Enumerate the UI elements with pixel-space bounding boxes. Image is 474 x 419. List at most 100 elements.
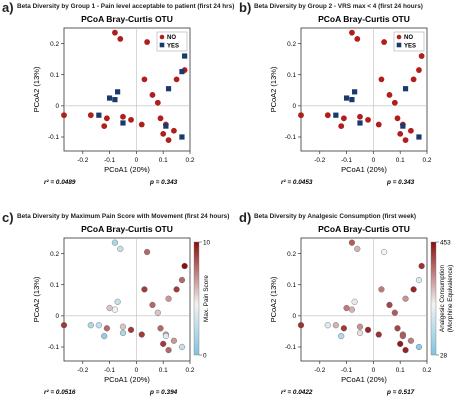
data-point-yes: [402, 86, 409, 92]
x-tick-label: 0.1: [396, 157, 405, 164]
p-value-stat: p = 0.343: [386, 179, 415, 186]
data-point: [106, 304, 113, 312]
data-point-no: [375, 121, 382, 128]
y-tick-label: 0.1: [287, 72, 296, 79]
data-point-no: [386, 92, 393, 98]
data-point-no: [340, 115, 347, 122]
data-point: [157, 325, 164, 332]
data-point: [87, 322, 94, 329]
x-tick-label: -0.1: [104, 367, 115, 374]
p-value-stat: p = 0.394: [149, 389, 178, 396]
data-point: [348, 239, 356, 246]
legend-marker-no: [159, 34, 165, 40]
panel-title: Beta Diversity by Analgesic Consumption …: [254, 213, 417, 220]
data-point: [378, 286, 385, 293]
data-point: [415, 276, 423, 284]
legend-marker-no: [396, 34, 402, 40]
data-point-no: [157, 115, 164, 122]
data-point: [397, 340, 404, 347]
data-point: [402, 347, 409, 354]
x-tick-label: -0.1: [341, 367, 352, 374]
colorbar-min-label: 28: [440, 353, 448, 360]
data-point-yes: [333, 112, 339, 118]
scatter-chart: PCoA Bray-Curtis OTU -0.2 -0.1 0 0.1 0.2 -0.1 0…: [269, 224, 454, 396]
panel-title: Beta Diversity by Group 1 - Pain level a…: [17, 3, 235, 10]
legend-box: [393, 31, 425, 52]
panel-label: d): [239, 210, 252, 225]
r-squared-stat: r² = 0.0422: [281, 389, 313, 396]
x-tick-label: 0.2: [423, 367, 432, 374]
data-point: [356, 329, 364, 337]
p-value-stat: p = 0.517: [386, 389, 415, 396]
r-squared-stat: r² = 0.0453: [281, 179, 313, 186]
y-tick-label: 0.1: [50, 72, 59, 79]
data-point: [348, 306, 356, 313]
data-point-no: [173, 76, 180, 83]
y-tick-label: 0.2: [50, 251, 59, 258]
data-point-no: [149, 92, 156, 98]
x-axis-label: PCoA1 (20%): [104, 165, 150, 174]
data-point: [354, 245, 361, 252]
data-point: [149, 301, 156, 309]
data-point: [338, 333, 345, 340]
x-tick-label: 0: [372, 157, 376, 164]
panel-label: b): [239, 0, 252, 15]
data-point-no: [141, 76, 148, 83]
scatter-chart: PCoA Bray-Curtis OTU -0.2 -0.1 0 0.1 0.2 -0.1 0…: [32, 224, 211, 396]
y-axis-label: PCoA2 (13%): [269, 66, 278, 112]
data-point-no: [61, 112, 67, 119]
scatter-chart: PCoA Bray-Curtis OTU -0.2 -0.1 0 0.1 0.2 -0.1 0…: [269, 14, 432, 186]
data-point: [402, 295, 409, 302]
data-point-yes: [357, 120, 363, 126]
y-tick-label: -0.1: [285, 134, 296, 141]
p-value-stat: p = 0.343: [149, 179, 178, 186]
panel-b: b) Beta Diversity by Group 2 - VRS max <…: [237, 0, 474, 209]
x-tick-label: 0.1: [159, 157, 168, 164]
data-point-no: [365, 116, 371, 123]
y-axis-label: PCoA2 (13%): [269, 276, 278, 322]
data-point-no: [378, 76, 385, 83]
data-point: [375, 331, 382, 338]
x-tick-label: 0.2: [423, 157, 432, 164]
data-point-yes: [165, 86, 172, 92]
data-point-no: [397, 130, 404, 137]
data-point-no: [101, 123, 108, 129]
x-tick-label: -0.2: [77, 367, 88, 374]
data-point-no: [391, 99, 398, 106]
y-tick-label: -0.1: [285, 344, 296, 351]
data-point: [415, 343, 423, 351]
data-point-yes: [343, 95, 350, 101]
data-point-no: [402, 137, 409, 144]
data-point: [162, 333, 169, 340]
y-tick-label: 0: [55, 313, 59, 320]
chart-title: PCoA Bray-Curtis OTU: [318, 14, 410, 24]
x-tick-label: 0.2: [186, 157, 195, 164]
x-tick-label: -0.2: [314, 367, 325, 374]
data-point: [95, 322, 102, 329]
panel-d: d) Beta Diversity by Analgesic Consumpti…: [237, 210, 474, 419]
data-point-no: [418, 53, 425, 59]
x-axis-label: PCoA1 (20%): [341, 165, 387, 174]
x-axis-label: PCoA1 (20%): [104, 375, 150, 384]
data-point-no: [324, 112, 331, 119]
y-axis-label: PCoA2 (13%): [32, 66, 41, 112]
data-point: [181, 262, 188, 270]
data-point-no: [120, 113, 126, 120]
colorbar-max-label: 453: [440, 240, 451, 247]
data-point: [117, 245, 124, 252]
data-point: [386, 301, 393, 309]
data-point: [154, 309, 161, 316]
y-tick-label: 0: [292, 103, 296, 110]
data-point: [119, 323, 127, 330]
y-tick-label: -0.1: [48, 344, 59, 351]
data-point-no: [138, 121, 145, 128]
data-point-no: [416, 67, 422, 73]
data-point-no: [410, 76, 417, 83]
data-point-no: [408, 127, 414, 134]
data-point: [340, 325, 347, 332]
data-point: [101, 333, 108, 340]
y-tick-label: 0: [55, 103, 59, 110]
panel-a: a) Beta Diversity by Group 1 - Pain leve…: [0, 0, 237, 209]
y-tick-label: 0.1: [50, 282, 59, 289]
data-point: [351, 298, 358, 305]
